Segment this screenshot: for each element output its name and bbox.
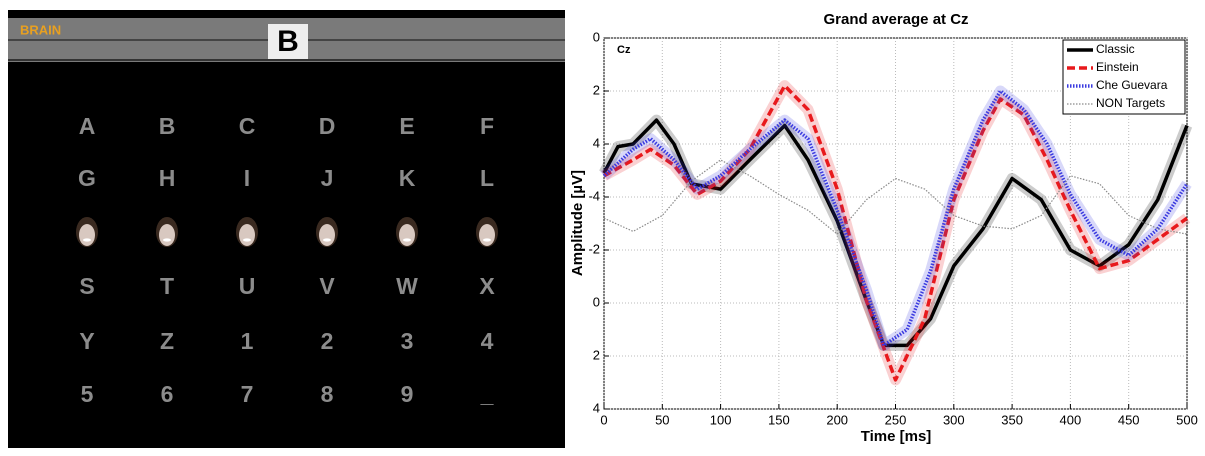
y-tick-label: 4 xyxy=(593,135,600,150)
face-skin xyxy=(399,224,415,246)
speller-symbol: U xyxy=(239,273,256,299)
x-tick-label: 450 xyxy=(1118,412,1140,427)
speller-symbol: K xyxy=(399,165,416,191)
speller-symbol: W xyxy=(396,273,418,299)
speller-symbol: 7 xyxy=(241,381,254,407)
speller-symbol: L xyxy=(480,165,494,191)
y-tick-label: -4 xyxy=(588,188,600,203)
speller-symbol: D xyxy=(319,113,336,139)
face-mouth xyxy=(483,238,491,242)
face-icon xyxy=(316,217,338,247)
speller-symbol: C xyxy=(239,113,256,139)
legend-box xyxy=(1062,39,1186,115)
face-skin xyxy=(479,224,495,246)
speller-symbol: I xyxy=(244,165,250,191)
face-mouth xyxy=(163,238,171,242)
speller-symbol: J xyxy=(321,165,334,191)
face-icon xyxy=(236,217,258,247)
spelled-text: BRAIN xyxy=(20,22,61,37)
speller-symbol: T xyxy=(160,273,174,299)
face-skin xyxy=(159,224,175,246)
speller-grid: A B C D E F G H I J K L S T U V W X Y Z 1 2 3 4 5 6 7 8 9 _ xyxy=(76,113,498,407)
face-icon xyxy=(476,217,498,247)
x-tick-label: 250 xyxy=(885,412,907,427)
face-mouth xyxy=(403,238,411,242)
x-tick-label: 350 xyxy=(1001,412,1023,427)
face-skin xyxy=(319,224,335,246)
speller-symbol: 5 xyxy=(81,381,94,407)
current-letter: B xyxy=(277,25,299,58)
speller-symbol: A xyxy=(79,113,96,139)
speller-screen xyxy=(8,10,565,448)
y-tick-label: 0 xyxy=(593,294,600,309)
speller-symbol: G xyxy=(78,165,96,191)
chart-title: Grand average at Cz xyxy=(823,11,968,28)
legend-label: Che Guevara xyxy=(1096,78,1168,92)
face-icon xyxy=(76,217,98,247)
speller-symbol: B xyxy=(159,113,176,139)
legend: Classic Einstein Che Guevara NON Targets xyxy=(1062,39,1186,115)
x-tick-label: 150 xyxy=(768,412,790,427)
face-mouth xyxy=(323,238,331,242)
series-line xyxy=(603,159,1188,235)
face-icon xyxy=(396,217,418,247)
speller-symbol: S xyxy=(79,273,94,299)
speller-symbol: _ xyxy=(480,381,494,407)
legend-label: Classic xyxy=(1096,42,1135,56)
y-tick-label: 0 xyxy=(593,29,600,44)
series-line xyxy=(602,89,1189,348)
legend-label: Einstein xyxy=(1096,60,1139,74)
y-axis-label: Amplitude [µV] xyxy=(569,170,586,276)
speller-symbol: 4 xyxy=(481,328,494,354)
speller-symbol: X xyxy=(479,273,495,299)
y-tick-label: 4 xyxy=(593,400,600,415)
x-tick-label: 0 xyxy=(600,412,607,427)
current-letter-box xyxy=(268,24,308,59)
x-tick-label: 50 xyxy=(655,412,669,427)
x-tick-label: 100 xyxy=(710,412,732,427)
face-mouth xyxy=(243,238,251,242)
x-tick-label: 300 xyxy=(943,412,965,427)
speller-symbol: 2 xyxy=(321,328,334,354)
legend-label: NON Targets xyxy=(1096,96,1165,110)
speller-symbol: E xyxy=(399,113,414,139)
speller-symbol: 9 xyxy=(401,381,414,407)
face-skin xyxy=(239,224,255,246)
y-tick-label: 2 xyxy=(593,82,600,97)
speller-symbol: 8 xyxy=(321,381,334,407)
speller-symbol: Z xyxy=(160,328,174,354)
x-tick-label: 400 xyxy=(1060,412,1082,427)
chart: Grand average at Cz Cz Time [ms] Amplitu… xyxy=(569,11,1198,445)
speller-symbol: 1 xyxy=(241,328,254,354)
series-line xyxy=(603,83,1189,382)
face-skin xyxy=(79,224,95,246)
speller-symbol: Y xyxy=(79,328,94,354)
speller-symbol: 3 xyxy=(401,328,414,354)
annotation: Cz xyxy=(617,44,631,56)
face-icon xyxy=(156,217,178,247)
y-tick-label: 2 xyxy=(593,347,600,362)
x-tick-label: 200 xyxy=(826,412,848,427)
y-tick-label: -2 xyxy=(588,241,600,256)
speller-symbol: V xyxy=(319,273,335,299)
speller-symbol: F xyxy=(480,113,494,139)
x-tick-label: 500 xyxy=(1176,412,1198,427)
speller-symbol: 6 xyxy=(161,381,174,407)
x-axis-label: Time [ms] xyxy=(861,428,932,445)
face-mouth xyxy=(83,238,91,242)
speller-symbol: H xyxy=(159,165,176,191)
